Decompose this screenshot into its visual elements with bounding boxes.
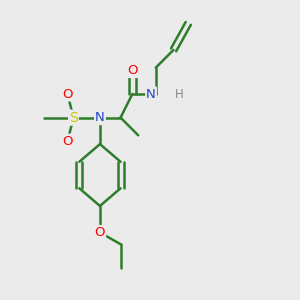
Text: O: O — [62, 88, 73, 100]
Text: O: O — [62, 135, 73, 148]
Text: N: N — [95, 111, 105, 124]
Text: O: O — [127, 64, 138, 77]
Text: O: O — [95, 226, 105, 239]
Text: H: H — [175, 88, 184, 100]
Text: N: N — [146, 88, 156, 100]
Text: S: S — [69, 111, 78, 124]
